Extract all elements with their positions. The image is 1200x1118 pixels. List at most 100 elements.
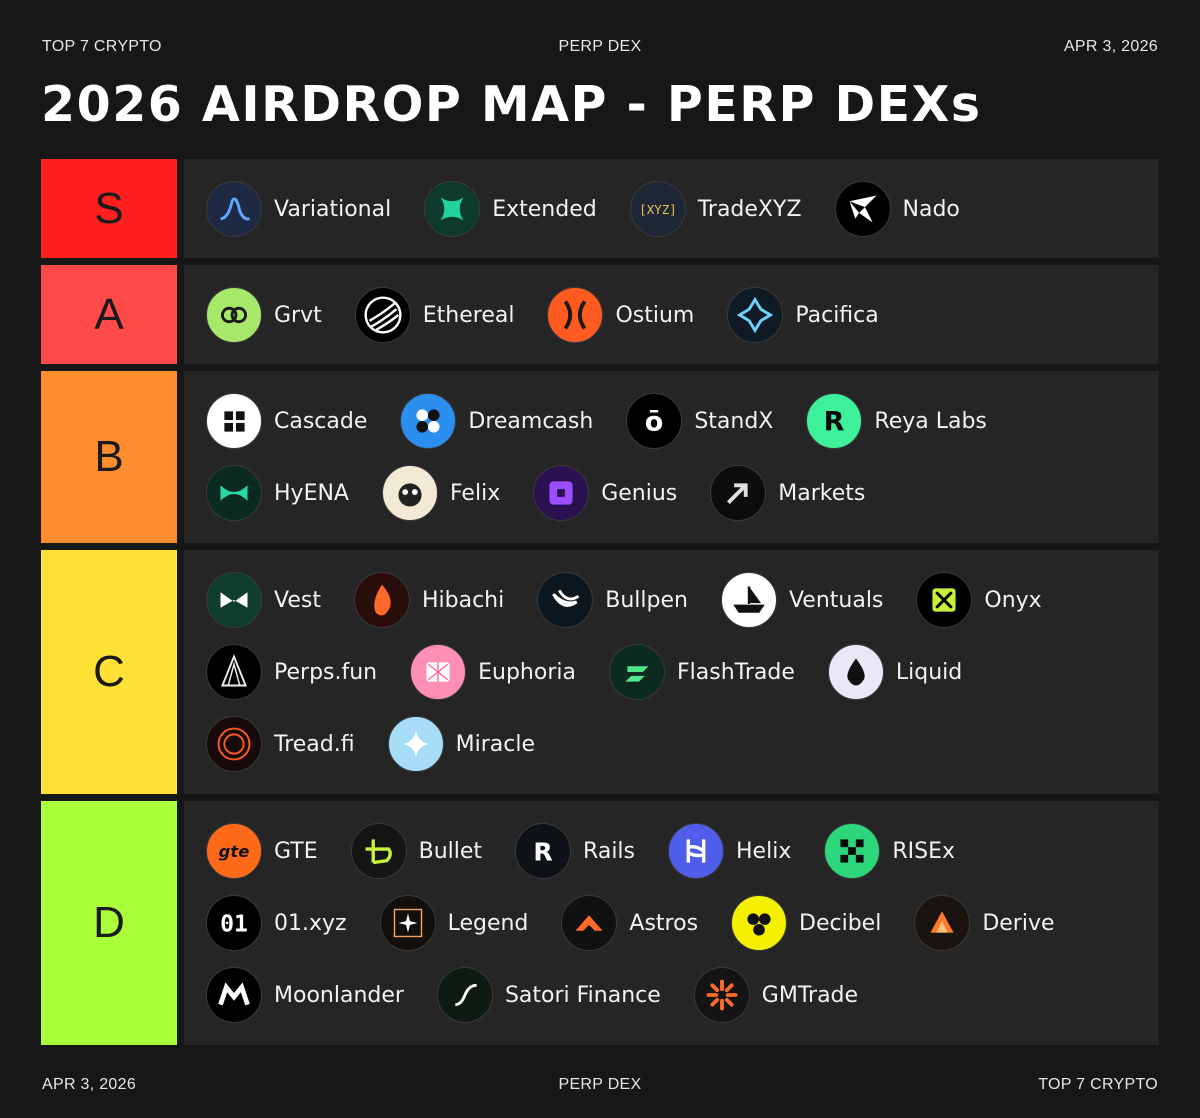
tier-row: Grvt Ethereal Ostium Pacifica — [206, 287, 1159, 343]
project-item: Pacifica — [727, 287, 879, 343]
tier-list: S Variational Extended [XYZ] TradeXYZ Nado A Gr… — [41, 159, 1159, 1052]
legend-icon — [379, 895, 436, 951]
project-name: GTE — [274, 838, 318, 864]
tier-row: Variational Extended [XYZ] TradeXYZ Nado — [206, 181, 1159, 237]
project-item: Perps.fun — [206, 644, 377, 700]
project-item: Satori Finance — [436, 967, 661, 1023]
project-name: Legend — [447, 910, 529, 936]
project-item: Vest — [206, 572, 321, 628]
project-item: Liquid — [827, 644, 963, 700]
project-item: FlashTrade — [608, 644, 795, 700]
risex-icon — [824, 823, 881, 879]
tier-row: Cascade Dreamcash ō StandX R Reya Labs — [206, 393, 1159, 449]
project-item: HyENA — [206, 465, 349, 521]
tier-body: gte GTE Bullet R Rails Helix RISEx 01 01.xyz Lege… — [184, 801, 1159, 1045]
tier-body: Grvt Ethereal Ostium Pacifica — [184, 265, 1159, 364]
extended-icon — [424, 181, 481, 237]
standx-icon: ō — [626, 393, 683, 449]
project-name: StandX — [694, 408, 774, 434]
bottom-bar: APR 3, 2026 PERP DEX TOP 7 CRYPTO — [42, 1076, 1158, 1094]
project-name: Extended — [492, 196, 597, 222]
svg-text:R: R — [824, 407, 845, 438]
project-item: [XYZ] TradeXYZ — [629, 181, 802, 237]
tier-b: B Cascade Dreamcash ō StandX R Reya Labs HyENA F… — [41, 371, 1159, 543]
onyx-icon — [916, 572, 973, 628]
project-name: Miracle — [455, 731, 535, 757]
pacifica-icon — [727, 287, 784, 343]
project-item: Dreamcash — [400, 393, 593, 449]
tier-a: A Grvt Ethereal Ostium Pacifica — [41, 265, 1159, 364]
project-name: Felix — [449, 480, 501, 506]
derive-icon — [914, 895, 971, 951]
project-name: Derive — [982, 910, 1055, 936]
project-item: Onyx — [916, 572, 1042, 628]
ostium-icon — [547, 287, 604, 343]
project-item: Grvt — [206, 287, 322, 343]
project-name: Onyx — [984, 587, 1042, 613]
svg-text:R: R — [533, 838, 552, 867]
svg-text:[XYZ]: [XYZ] — [639, 202, 677, 217]
project-name: Decibel — [799, 910, 882, 936]
bullet-icon — [350, 823, 407, 879]
project-name: Dreamcash — [468, 408, 594, 434]
cascade-icon — [206, 393, 262, 449]
project-name: Grvt — [274, 302, 322, 328]
satori-finance-icon — [436, 967, 493, 1023]
tier-row: Perps.fun Euphoria FlashTrade Liquid — [206, 644, 1159, 700]
project-item: Legend — [379, 895, 529, 951]
project-name: Bullpen — [605, 587, 688, 613]
project-name: Liquid — [895, 659, 963, 685]
project-name: Vest — [274, 587, 321, 613]
project-name: Genius — [601, 480, 678, 506]
tier-body: Variational Extended [XYZ] TradeXYZ Nado — [184, 159, 1159, 258]
footer-category: PERP DEX — [558, 1076, 642, 1093]
hyena-icon — [206, 465, 262, 521]
helix-icon — [668, 823, 725, 879]
ventuals-icon — [720, 572, 777, 628]
project-item: Helix — [668, 823, 791, 879]
vest-icon — [206, 572, 262, 628]
footer-brand: TOP 7 CRYPTO — [1038, 1076, 1158, 1093]
project-item: RISEx — [824, 823, 955, 879]
project-name: Ethereal — [422, 302, 515, 328]
project-item: Extended — [424, 181, 597, 237]
perps-fun-icon — [206, 644, 262, 700]
bullpen-icon — [537, 572, 594, 628]
project-item: Nado — [834, 181, 960, 237]
felix-icon — [381, 465, 438, 521]
tier-row: Moonlander Satori Finance GMTrade — [206, 967, 1159, 1023]
top-bar: TOP 7 CRYPTO PERP DEX APR 3, 2026 — [42, 38, 1158, 56]
euphoria-icon — [410, 644, 467, 700]
flashtrade-icon — [608, 644, 665, 700]
gte-icon: gte — [206, 823, 262, 879]
project-item: Miracle — [387, 716, 535, 772]
project-name: Perps.fun — [274, 659, 378, 685]
project-name: Astros — [629, 910, 699, 936]
project-item: Variational — [206, 181, 391, 237]
project-item: gte GTE — [206, 823, 318, 879]
tread-fi-icon — [206, 716, 262, 772]
project-name: Helix — [736, 838, 792, 864]
project-item: Markets — [710, 465, 865, 521]
project-item: Derive — [914, 895, 1055, 951]
header-date: APR 3, 2026 — [1063, 38, 1158, 55]
project-item: 01 01.xyz — [206, 895, 347, 951]
decibel-icon — [731, 895, 788, 951]
tier-row: HyENA Felix Genius Markets — [206, 465, 1159, 521]
ethereal-icon — [354, 287, 411, 343]
moonlander-icon — [206, 967, 262, 1023]
tier-body: Vest Hibachi Bullpen Ventuals Onyx Perps.fun E… — [184, 550, 1159, 794]
project-item: Astros — [561, 895, 698, 951]
project-item: Cascade — [206, 393, 367, 449]
project-name: FlashTrade — [676, 659, 795, 685]
tier-row: 01 01.xyz Legend Astros Decibel Derive — [206, 895, 1159, 951]
tier-c: C Vest Hibachi Bullpen Ventuals Onyx Perps.fun… — [41, 550, 1159, 794]
project-item: Tread.fi — [206, 716, 355, 772]
project-name: Pacifica — [795, 302, 879, 328]
variational-icon — [206, 181, 262, 237]
astros-icon — [561, 895, 618, 951]
project-item: Moonlander — [206, 967, 404, 1023]
liquid-icon — [827, 644, 884, 700]
project-name: Reya Labs — [874, 408, 987, 434]
